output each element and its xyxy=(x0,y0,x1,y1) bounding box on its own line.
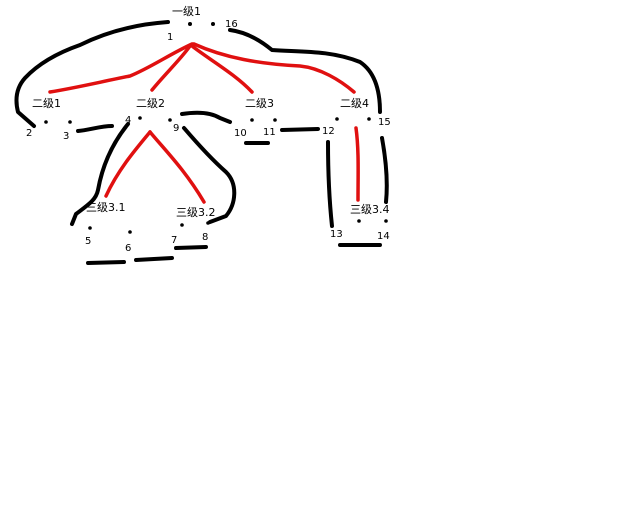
step-10: 10 xyxy=(234,128,247,139)
step-7: 7 xyxy=(171,235,177,246)
edge-root-l2-3 xyxy=(190,44,254,94)
edge-l2-2-l3-1 xyxy=(104,130,152,198)
step-6: 6 xyxy=(125,243,131,254)
step-9: 9 xyxy=(173,123,179,134)
step-4: 4 xyxy=(125,115,131,126)
tree-edges xyxy=(48,42,360,204)
traversal-seg-7-8 xyxy=(174,245,208,250)
traversal-path xyxy=(14,20,389,265)
node-label-l2-2: 二级2 xyxy=(136,97,165,110)
step-13: 13 xyxy=(330,229,343,240)
node-label-l3-1: 三级3.1 xyxy=(86,201,126,214)
dot-9 xyxy=(168,118,172,122)
dot-7 xyxy=(180,223,184,227)
dot-11 xyxy=(273,118,277,122)
traversal-seg-12-13 xyxy=(326,140,334,228)
dot-15 xyxy=(367,117,371,121)
dot-8 xyxy=(206,221,210,225)
node-label-l3-4: 三级3.4 xyxy=(350,203,390,216)
traversal-seg-11-12 xyxy=(280,127,320,132)
traversal-seg-3-4 xyxy=(76,124,114,133)
edge-root-l2-1 xyxy=(48,42,194,94)
step-15: 15 xyxy=(378,117,391,128)
traversal-seg-6 xyxy=(86,260,126,265)
edge-l2-2-l3-2 xyxy=(148,130,206,204)
dot-12 xyxy=(335,117,339,121)
traversal-outer-left xyxy=(14,20,170,128)
step-12: 12 xyxy=(322,126,335,137)
edge-root-l2-4 xyxy=(192,42,356,94)
dot-14 xyxy=(384,219,388,223)
node-label-l2-4: 二级4 xyxy=(340,97,369,110)
anchor-dots xyxy=(44,22,388,234)
step-numbers: 1 2 3 4 5 6 7 8 9 10 11 12 13 14 15 16 xyxy=(26,19,391,254)
dot-10 xyxy=(250,118,254,122)
step-1: 1 xyxy=(167,32,173,43)
dot-3 xyxy=(68,120,72,124)
dot-6 xyxy=(128,230,132,234)
edge-l2-4-l3-4 xyxy=(354,126,360,202)
step-5: 5 xyxy=(85,236,91,247)
node-label-l2-1: 二级1 xyxy=(32,97,61,110)
dot-1 xyxy=(188,22,192,26)
node-label-l2-3: 二级3 xyxy=(245,97,274,110)
traversal-seg-9-right xyxy=(180,110,232,124)
traversal-seg-14-15 xyxy=(380,136,389,204)
step-11: 11 xyxy=(263,127,276,138)
step-2: 2 xyxy=(26,128,32,139)
traversal-outer-right xyxy=(228,28,382,114)
dot-2 xyxy=(44,120,48,124)
dot-5 xyxy=(88,226,92,230)
node-label-root: 一级1 xyxy=(172,5,201,18)
step-8: 8 xyxy=(202,232,208,243)
traversal-seg-9-8 xyxy=(182,126,237,224)
dot-4 xyxy=(138,116,142,120)
dot-13 xyxy=(357,219,361,223)
step-14: 14 xyxy=(377,231,390,242)
dot-16 xyxy=(211,22,215,26)
traversal-seg-6-7 xyxy=(134,256,174,262)
node-labels: 一级1 二级1 二级2 二级3 二级4 三级3.1 三级3.2 三级3.4 xyxy=(32,5,390,219)
traversal-seg-4-5 xyxy=(70,122,130,226)
node-label-l3-2: 三级3.2 xyxy=(176,206,216,219)
edge-root-l2-2 xyxy=(150,44,192,92)
step-16: 16 xyxy=(225,19,238,30)
step-3: 3 xyxy=(63,131,69,142)
